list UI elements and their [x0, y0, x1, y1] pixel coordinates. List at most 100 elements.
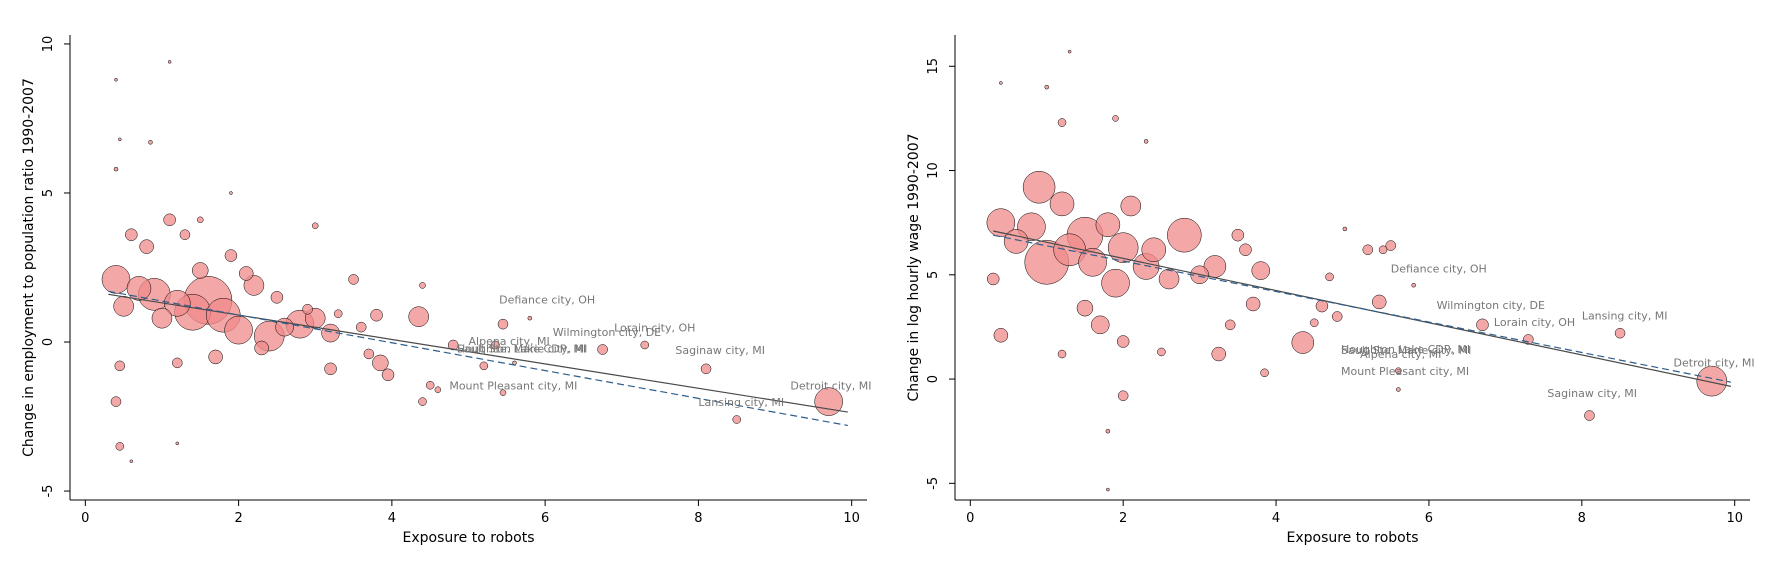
y-tick-label: 10 [926, 162, 941, 179]
city-annotation: Sault Ste. Marie city, MI [1341, 344, 1471, 357]
data-point [1231, 228, 1245, 242]
data-point [1067, 49, 1072, 54]
data-point [1120, 195, 1142, 217]
data-point [434, 386, 442, 393]
data-point [163, 213, 176, 227]
data-point [1315, 299, 1329, 313]
city-annotation: Mount Pleasant city, MI [1341, 365, 1469, 378]
data-point [101, 265, 131, 294]
data-point [1396, 387, 1401, 392]
data-point [640, 340, 650, 350]
data-point [447, 339, 459, 351]
data-point [229, 191, 233, 195]
data-point [126, 276, 152, 301]
city-annotation: Mount Pleasant city, MI [449, 380, 577, 393]
data-point [243, 275, 265, 296]
data-point [986, 272, 1000, 286]
data-point [700, 363, 712, 375]
data-point [1112, 115, 1119, 122]
data-point [118, 137, 122, 142]
data-point [172, 357, 183, 369]
x-tick-label: 4 [388, 511, 396, 526]
data-point [1291, 331, 1315, 354]
data-point [1167, 217, 1202, 253]
data-point [1584, 410, 1595, 421]
data-point [311, 222, 319, 230]
city-annotation: Houghton Lake CDP, MI [1341, 343, 1470, 356]
data-point [1157, 347, 1166, 357]
data-point [1385, 240, 1396, 251]
data-point [527, 315, 533, 321]
data-point [1049, 191, 1075, 217]
data-point [179, 229, 191, 240]
data-point [224, 315, 253, 345]
data-point [370, 308, 383, 322]
x-tick-label: 8 [1578, 511, 1586, 526]
data-point [1395, 367, 1402, 374]
city-annotation: Saginaw city, MI [675, 344, 765, 357]
data-point [1158, 268, 1180, 290]
data-point [381, 368, 395, 382]
city-annotation: Detroit city, MI [1674, 357, 1755, 370]
data-point [1342, 226, 1348, 232]
city-annotation: Detroit city, MI [790, 380, 871, 393]
data-point [348, 274, 359, 285]
data-point [1095, 212, 1121, 238]
data-point [993, 328, 1009, 343]
data-point [167, 60, 172, 64]
city-annotation: Lorain city, OH [1494, 316, 1575, 329]
y-tick-label: 15 [926, 58, 941, 75]
data-point [324, 362, 337, 376]
data-point [355, 321, 367, 333]
city-annotation: Lansing city, MI [698, 396, 784, 409]
data-point [1378, 245, 1388, 255]
data-point [1143, 139, 1149, 144]
data-point [129, 459, 134, 463]
y-tick-label: -5 [41, 485, 56, 498]
x-tick-label: 10 [843, 511, 860, 526]
data-point [1003, 229, 1029, 254]
fit-line-dashed [993, 234, 1732, 383]
data-point [1362, 244, 1374, 256]
city-annotation: Lorain city, OH [614, 322, 695, 335]
data-point [491, 340, 500, 350]
data-point [1076, 299, 1094, 317]
data-point [1523, 334, 1534, 345]
data-point [208, 349, 223, 365]
wage-panel: 0 2 4 6 8 10 -5 0 5 10 15 Exposure to robots Change … [906, 35, 1755, 546]
y-tick-label: 5 [926, 271, 941, 279]
data-point [1239, 243, 1252, 257]
y-tick-label: 0 [926, 375, 941, 383]
data-point [110, 396, 122, 407]
city-annotation: Alpena city, MI [1360, 348, 1441, 361]
data-point [1476, 318, 1489, 332]
data-point [1101, 268, 1130, 298]
x-tick-label: 0 [966, 511, 974, 526]
y-tick-label: 10 [41, 36, 56, 53]
data-point [479, 361, 489, 371]
data-point [1057, 349, 1067, 359]
data-point [197, 216, 204, 224]
x-tick-label: 2 [234, 511, 242, 526]
fit-line-dashed [108, 290, 848, 427]
city-annotation: Sault Ste. Marie city, MI [457, 342, 587, 355]
data-point [1044, 84, 1049, 90]
x-tick-label: 0 [81, 511, 89, 526]
y-tick-label: -5 [926, 477, 941, 490]
city-annotation: Houghton Lake CDP, MI [457, 342, 586, 355]
data-point [254, 340, 269, 356]
data-point [1260, 368, 1269, 378]
data-point [1614, 327, 1626, 339]
city-annotation: Lansing city, MI [1582, 310, 1668, 323]
data-point [192, 262, 209, 279]
data-point [1090, 315, 1110, 335]
data-point [115, 442, 125, 451]
data-point [302, 303, 313, 315]
data-point [1057, 118, 1067, 127]
data-point [1411, 282, 1416, 288]
data-point [1141, 237, 1166, 263]
data-point [148, 140, 153, 145]
data-point [114, 360, 126, 372]
data-point [1372, 294, 1387, 310]
